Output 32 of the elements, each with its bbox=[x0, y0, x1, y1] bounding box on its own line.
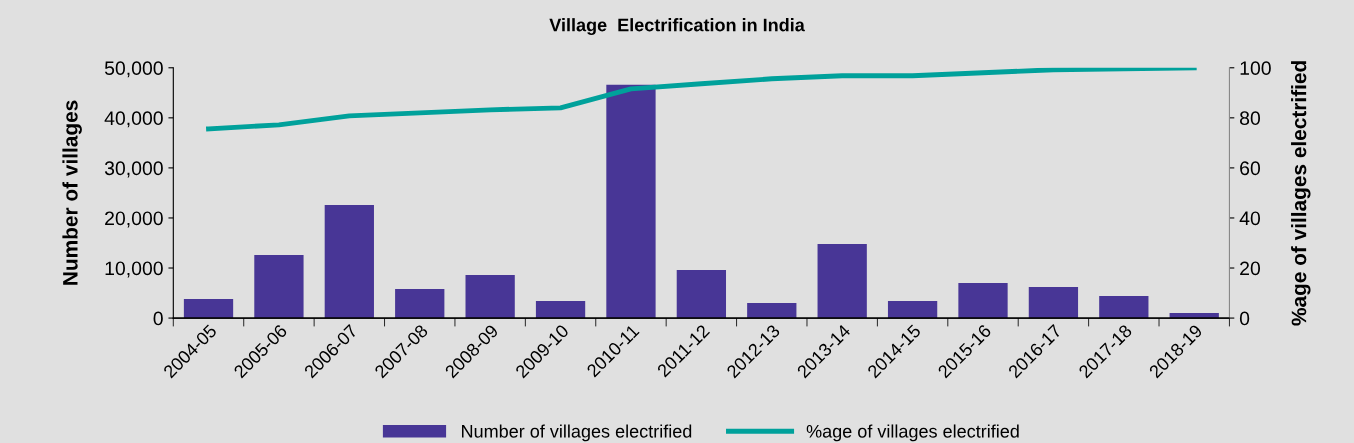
bar bbox=[817, 243, 867, 319]
bar bbox=[1099, 296, 1149, 319]
y-tick-label: 0 bbox=[153, 311, 163, 326]
bar bbox=[1028, 287, 1079, 319]
bar bbox=[535, 301, 586, 319]
bar bbox=[887, 301, 938, 319]
bar bbox=[465, 275, 515, 319]
y2-tick-label: 40 bbox=[1239, 211, 1261, 226]
y2-tick-label: 20 bbox=[1240, 261, 1261, 276]
y2-tick-label: 100 bbox=[1240, 61, 1271, 76]
chart-title: Village Electrification in India bbox=[549, 18, 805, 36]
bar bbox=[183, 299, 234, 319]
line-series bbox=[206, 67, 1197, 132]
legend-label: Number of villages electrified bbox=[462, 424, 692, 442]
y-tick-label: 10,000 bbox=[105, 261, 163, 278]
bar bbox=[747, 303, 797, 319]
y-axis-title: Number of villages bbox=[62, 100, 82, 285]
bar bbox=[958, 283, 1008, 319]
y2-tick-label: 80 bbox=[1240, 111, 1261, 126]
y-tick-label: 20,000 bbox=[105, 211, 163, 228]
y2-axis-title: %age of villages electrified bbox=[1291, 61, 1311, 326]
legend-label: %age of villages electrified bbox=[806, 424, 1019, 442]
bar bbox=[324, 204, 374, 319]
y2-tick-label: 60 bbox=[1240, 161, 1261, 176]
y-tick-label: 30,000 bbox=[104, 161, 163, 178]
y-tick-label: 40,000 bbox=[104, 111, 163, 128]
y-tick-label: 50,000 bbox=[104, 61, 163, 78]
bar bbox=[254, 255, 304, 319]
y2-tick-label: 0 bbox=[1239, 311, 1250, 326]
bar bbox=[676, 270, 727, 319]
bar bbox=[395, 289, 445, 319]
bar bbox=[606, 84, 656, 319]
